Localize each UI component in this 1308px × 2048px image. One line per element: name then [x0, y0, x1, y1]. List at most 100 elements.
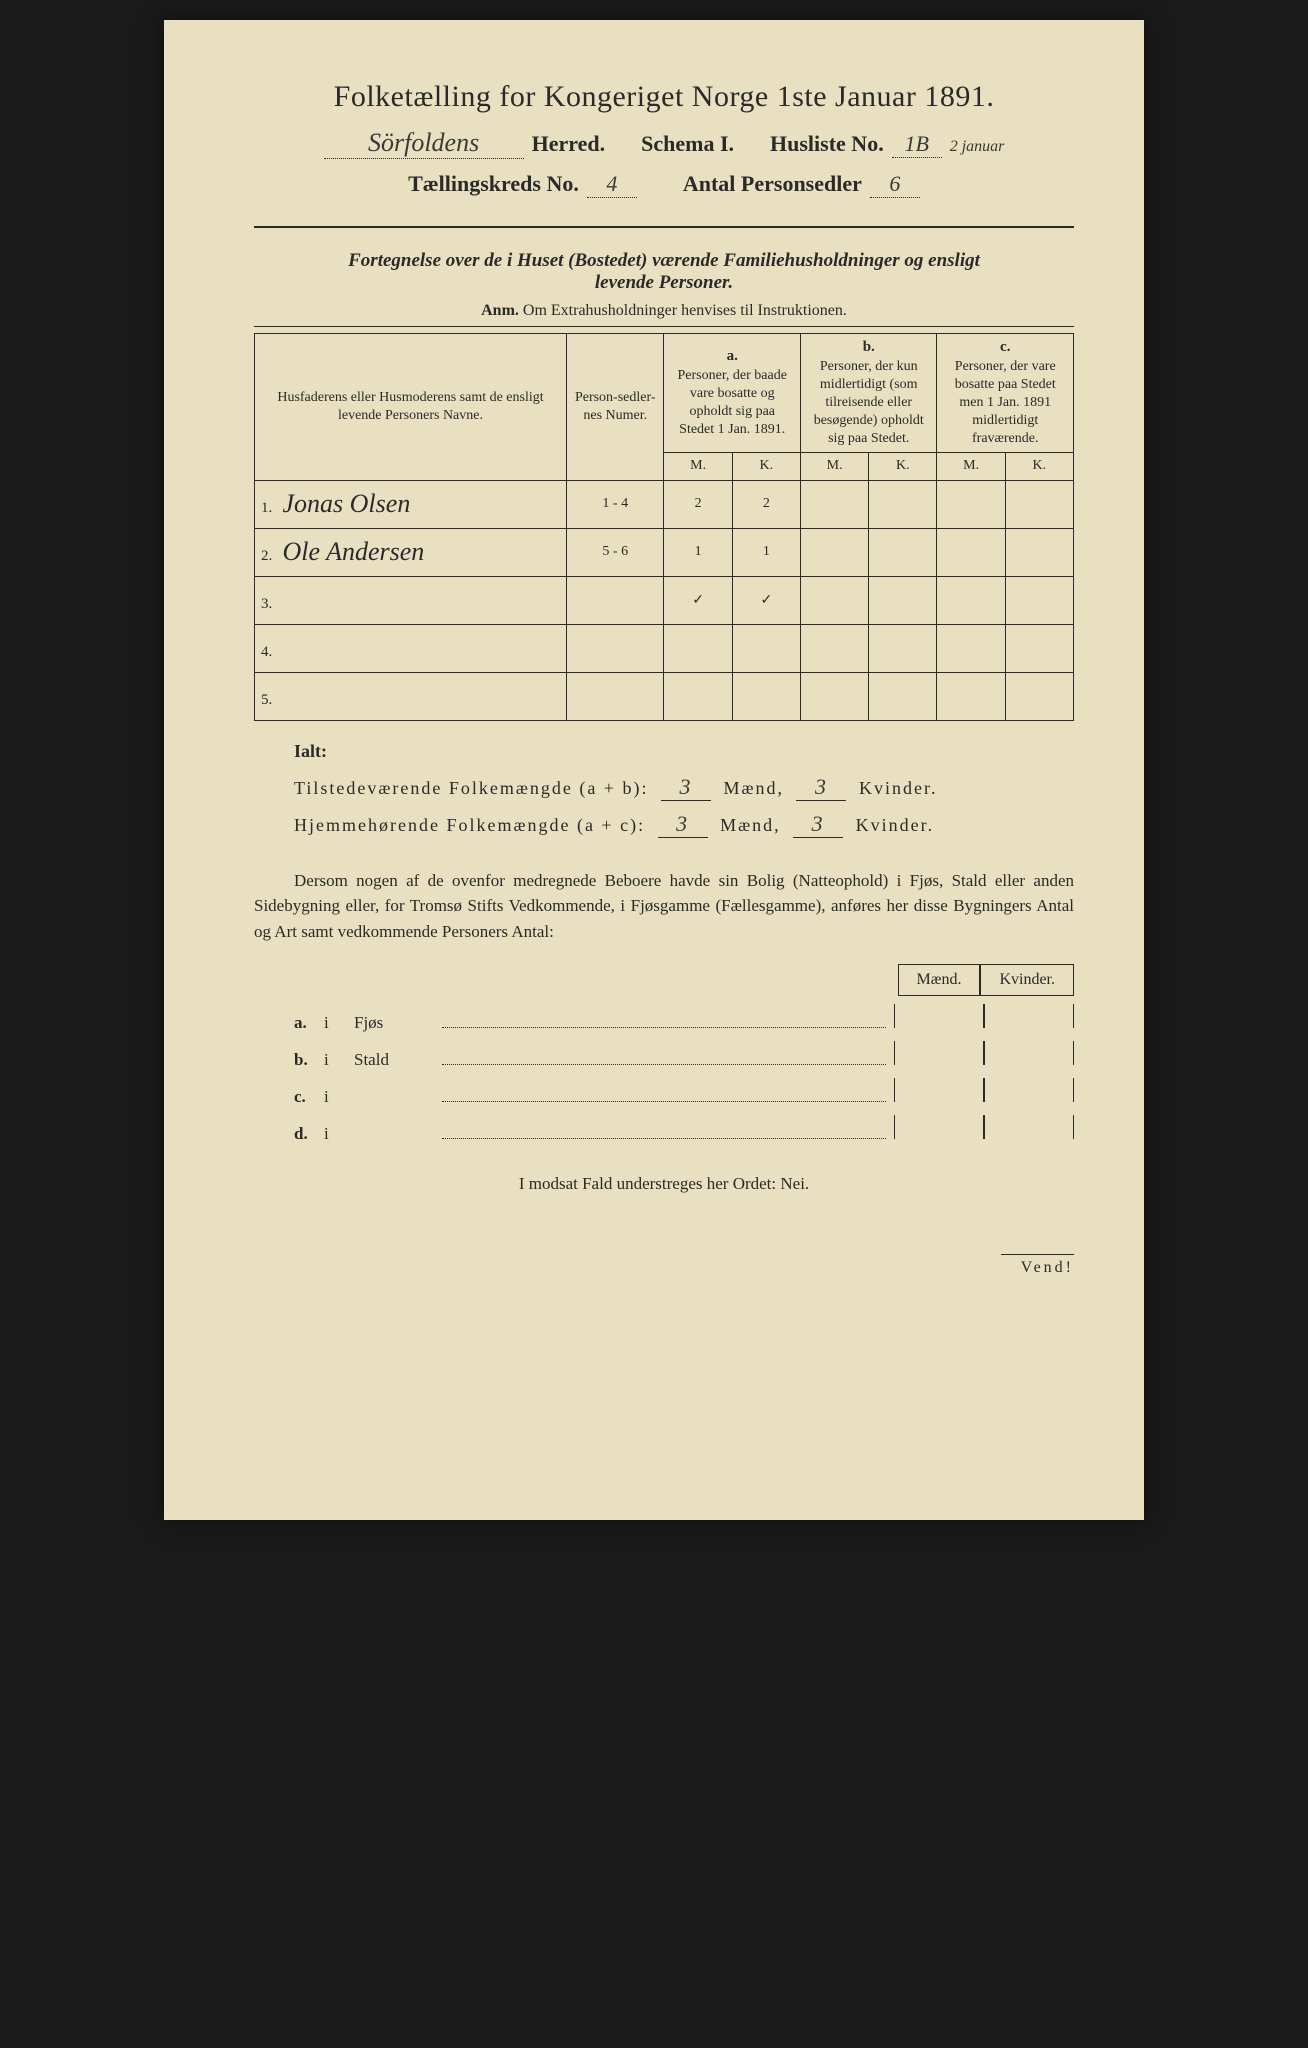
footer-line: I modsat Fald understreges her Ordet: Ne… — [254, 1174, 1074, 1194]
census-form-page: Folketælling for Kongeriget Norge 1ste J… — [164, 20, 1144, 1520]
anm-line: Anm. Om Extrahusholdninger henvises til … — [254, 302, 1074, 327]
col-a-label: a. — [727, 348, 738, 364]
row-a-k — [732, 624, 800, 672]
row-b-m — [800, 576, 868, 624]
totals-line1-m: 3 — [661, 774, 711, 801]
table-row: 3. ✓✓ — [255, 576, 1074, 624]
col-b-label: b. — [863, 339, 875, 355]
main-title: Folketælling for Kongeriget Norge 1ste J… — [254, 80, 1074, 114]
side-maend-label: Mænd. — [898, 964, 981, 996]
totals-block: Ialt: Tilstedeværende Folkemængde (a + b… — [294, 741, 1074, 838]
totals-line2-k: 3 — [793, 811, 843, 838]
col-b-m: M. — [800, 453, 868, 480]
side-row: d.i — [294, 1115, 1074, 1144]
row-a-m — [664, 624, 732, 672]
col-a-text: Personer, der baade vare bosatte og opho… — [678, 368, 787, 438]
row-c-k — [1005, 528, 1073, 576]
side-kvinder-label: Kvinder. — [980, 964, 1074, 996]
totals-line1-label: Tilstedeværende Folkemængde (a + b): — [294, 778, 648, 798]
row-c-m — [937, 528, 1005, 576]
row-c-m — [937, 576, 1005, 624]
side-row-dots — [442, 1014, 886, 1028]
vend-label: Vend! — [1001, 1254, 1074, 1277]
row-numer — [567, 576, 664, 624]
row-c-k — [1005, 624, 1073, 672]
side-row-dots — [442, 1051, 886, 1065]
col-c-text: Personer, der vare bosatte paa Stedet me… — [955, 359, 1056, 447]
side-row-dots — [442, 1088, 886, 1102]
col-c-head: c. Personer, der vare bosatte paa Stedet… — [937, 334, 1074, 453]
col-name: Husfaderens eller Husmoderens samt de en… — [255, 334, 567, 481]
totals-maend-1: Mænd, — [723, 778, 784, 798]
side-row-i: i — [324, 1050, 354, 1070]
col-a-k: K. — [732, 453, 800, 480]
herred-line: Sörfoldens Herred. Schema I. Husliste No… — [254, 128, 1074, 159]
row-c-k — [1005, 576, 1073, 624]
side-row: c.i — [294, 1078, 1074, 1107]
side-row-what: Stald — [354, 1050, 434, 1070]
col-numer-text: Person-sedler-nes Numer. — [575, 390, 656, 423]
row-name-cell: 2. Ole Andersen — [255, 528, 567, 576]
row-a-k: 2 — [732, 480, 800, 528]
col-b-text: Personer, der kun midlertidigt (som tilr… — [814, 359, 924, 447]
side-row: b.iStald — [294, 1041, 1074, 1070]
row-b-m — [800, 672, 868, 720]
antal-label: Antal Personsedler — [683, 171, 862, 197]
subheader: Fortegnelse over de i Huset (Bostedet) v… — [254, 250, 1074, 294]
side-row-i: i — [324, 1124, 354, 1144]
row-a-m: ✓ — [664, 576, 732, 624]
totals-line1-k: 3 — [796, 774, 846, 801]
side-row-cells — [894, 1115, 1074, 1139]
totals-kvinder-2: Kvinder. — [856, 815, 935, 835]
row-b-k — [869, 528, 937, 576]
side-row-i: i — [324, 1013, 354, 1033]
husliste-note: 2 januar — [950, 138, 1005, 156]
side-row-i: i — [324, 1087, 354, 1107]
col-c-label: c. — [1000, 339, 1010, 355]
row-name-cell: 4. — [255, 624, 567, 672]
side-row-label: c. — [294, 1087, 324, 1107]
col-a-m: M. — [664, 453, 732, 480]
title-block: Folketælling for Kongeriget Norge 1ste J… — [254, 80, 1074, 228]
side-row-cells — [894, 1078, 1074, 1102]
subheader-line2: levende Personer. — [595, 272, 733, 293]
col-c-k: K. — [1005, 453, 1073, 480]
subheader-line1: Fortegnelse over de i Huset (Bostedet) v… — [348, 250, 980, 271]
row-b-m — [800, 480, 868, 528]
anm-label: Anm. — [481, 302, 519, 319]
side-building-table: Mænd. Kvinder. a.iFjøsb.iStaldc.id.i — [294, 964, 1074, 1144]
household-table: Husfaderens eller Husmoderens samt de en… — [254, 333, 1074, 721]
row-b-k — [869, 480, 937, 528]
herred-label: Herred. — [532, 131, 606, 157]
row-a-m — [664, 672, 732, 720]
row-a-m: 1 — [664, 528, 732, 576]
row-name-cell: 5. — [255, 672, 567, 720]
table-row: 2. Ole Andersen5 - 611 — [255, 528, 1074, 576]
row-numer — [567, 624, 664, 672]
row-b-k — [869, 576, 937, 624]
row-b-m — [800, 624, 868, 672]
herred-value: Sörfoldens — [324, 128, 524, 159]
ialt-label: Ialt: — [294, 741, 1074, 762]
col-name-text: Husfaderens eller Husmoderens samt de en… — [277, 390, 543, 423]
husliste-label: Husliste No. — [770, 131, 884, 157]
row-b-m — [800, 528, 868, 576]
col-c-m: M. — [937, 453, 1005, 480]
side-row: a.iFjøs — [294, 1004, 1074, 1033]
side-row-cells — [894, 1041, 1074, 1065]
row-c-k — [1005, 480, 1073, 528]
col-a-head: a. Personer, der baade vare bosatte og o… — [664, 334, 801, 453]
totals-line-1: Tilstedeværende Folkemængde (a + b): 3 M… — [294, 774, 1074, 801]
row-c-m — [937, 672, 1005, 720]
row-a-k — [732, 672, 800, 720]
side-row-dots — [442, 1125, 886, 1139]
schema-label: Schema I. — [641, 131, 734, 157]
row-numer: 1 - 4 — [567, 480, 664, 528]
row-numer: 5 - 6 — [567, 528, 664, 576]
col-b-head: b. Personer, der kun midlertidigt (som t… — [800, 334, 937, 453]
totals-line2-m: 3 — [658, 811, 708, 838]
table-row: 5. — [255, 672, 1074, 720]
kreds-line: Tællingskreds No. 4 Antal Personsedler 6 — [254, 171, 1074, 198]
row-a-m: 2 — [664, 480, 732, 528]
side-header: Mænd. Kvinder. — [294, 964, 1074, 996]
